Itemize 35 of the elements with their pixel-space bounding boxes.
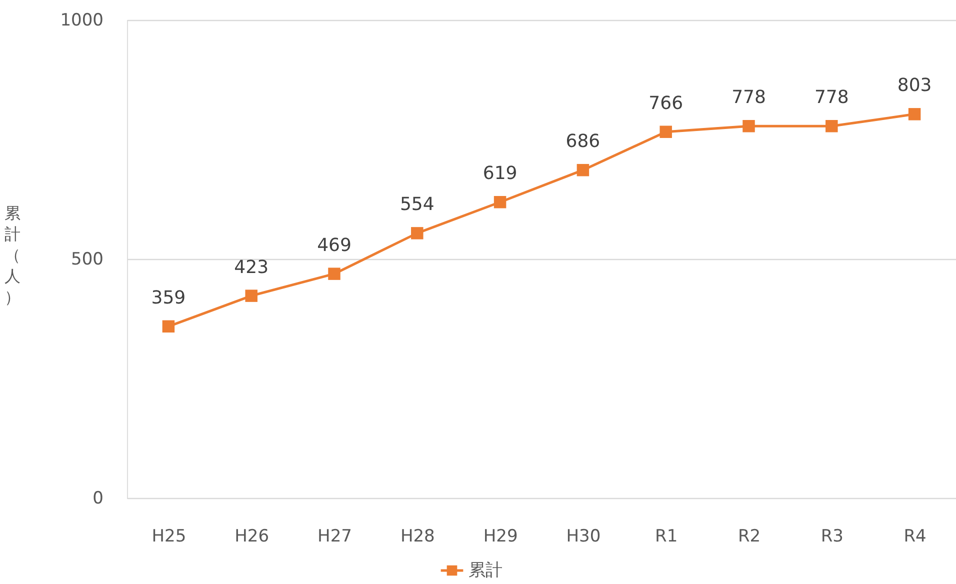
data-label: 423 [234, 256, 269, 278]
x-tick-label: H26 [234, 526, 270, 546]
x-tick-label: R2 [738, 526, 761, 546]
data-label: 554 [400, 194, 434, 216]
data-label: 359 [151, 287, 186, 308]
x-tick-label: R4 [904, 526, 926, 546]
data-label: 778 [814, 87, 849, 108]
point [742, 120, 755, 132]
y-tick-label: 1000 [60, 10, 104, 30]
y-axis-title: 累計（人） [4, 204, 20, 306]
x-tick-label: H28 [400, 526, 435, 546]
point [576, 164, 590, 176]
x-tick-label: H29 [483, 526, 518, 546]
data-label: 803 [897, 75, 932, 96]
y-tick-label: 500 [71, 250, 104, 270]
point [245, 290, 258, 302]
data-label: 619 [482, 163, 518, 184]
x-tick-label: H30 [566, 526, 601, 546]
point [411, 227, 424, 240]
x-tick-label: R1 [655, 526, 678, 546]
y-tick-label: 0 [92, 488, 104, 508]
point [494, 196, 506, 208]
point [908, 108, 921, 120]
point [162, 320, 175, 333]
point [660, 126, 672, 138]
data-label: 766 [648, 92, 684, 114]
legend-label: 累計 [468, 560, 502, 580]
data-label: 778 [732, 87, 766, 108]
data-label: 686 [566, 131, 600, 152]
x-tick-label: R3 [820, 526, 844, 546]
x-tick-label: H25 [152, 526, 186, 546]
x-tick-label: H27 [318, 526, 352, 546]
data-label: 469 [317, 234, 352, 256]
point [826, 120, 838, 132]
point [328, 268, 340, 280]
